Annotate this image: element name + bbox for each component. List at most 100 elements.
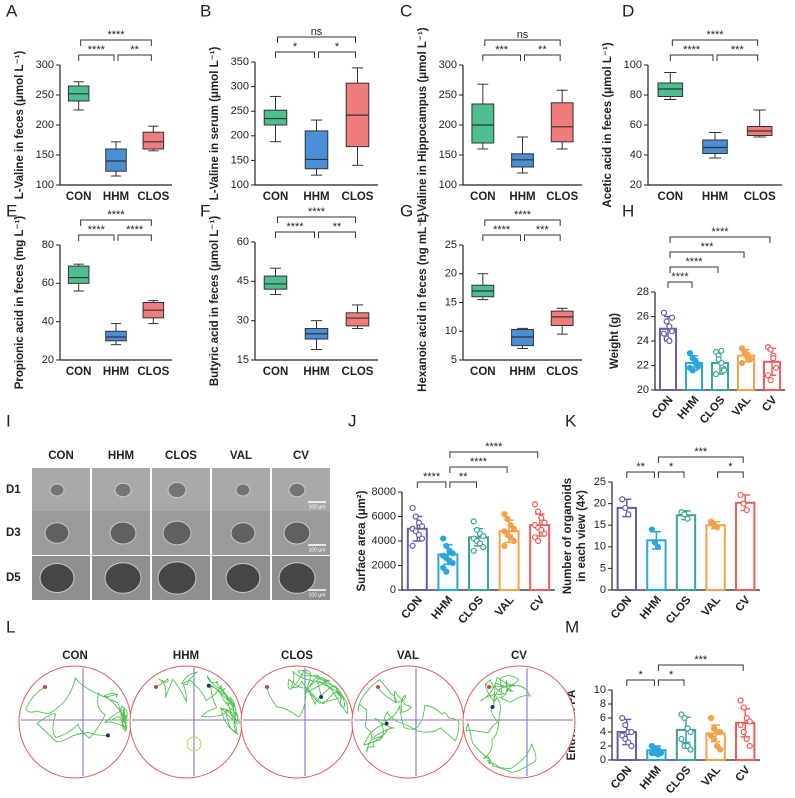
arena-label: CON — [62, 650, 88, 662]
y-tick-label: 150 — [231, 154, 249, 166]
significance-label: ns — [311, 26, 323, 38]
box — [511, 153, 534, 168]
data-point — [743, 506, 750, 514]
data-point — [737, 491, 744, 499]
y-tick-label: 22 — [637, 359, 649, 371]
y-axis-label: L-Valine in serum (μmol L⁻¹) — [209, 46, 221, 200]
box — [105, 148, 127, 172]
significance-label: * — [638, 669, 643, 681]
start-point — [376, 685, 380, 689]
data-point — [443, 542, 450, 550]
data-point — [648, 526, 655, 533]
y-tick-label: 40 — [630, 149, 642, 161]
y-tick-label: 150 — [36, 149, 54, 161]
data-point — [510, 537, 517, 545]
significance-label: **** — [514, 209, 532, 221]
y-tick-label: 0 — [600, 584, 606, 596]
y-axis-label: L-Valine in feces (μmol L⁻¹) — [14, 51, 26, 200]
x-tick-label: VAL — [700, 764, 723, 789]
end-point — [319, 694, 324, 699]
data-point — [692, 357, 699, 364]
x-tick-label: CON — [650, 394, 676, 421]
y-tick-label: 10 — [594, 541, 606, 553]
y-tick-label: 25 — [445, 239, 457, 251]
data-point — [687, 728, 694, 736]
y-tick-label: 100 — [439, 179, 457, 191]
data-point — [718, 347, 725, 354]
y-tick-label: 300 — [231, 81, 249, 93]
data-point — [470, 518, 477, 525]
column-label: CV — [293, 450, 309, 462]
data-point — [707, 714, 715, 722]
x-tick-label: CON — [470, 366, 496, 378]
data-point — [681, 511, 688, 518]
significance-bracket — [416, 481, 447, 488]
significance-bracket — [80, 219, 152, 226]
y-tick-label: 15 — [445, 296, 457, 308]
significance-label: *** — [694, 446, 708, 458]
y-tick-label: 300 — [439, 59, 457, 71]
significance-label: **** — [423, 471, 441, 483]
data-point — [449, 550, 456, 557]
box — [105, 330, 127, 342]
panel-letter: J — [348, 411, 357, 430]
significance-bracket — [669, 54, 714, 61]
data-point — [418, 523, 426, 530]
data-point — [740, 704, 747, 711]
x-tick-label: HHM — [638, 764, 664, 792]
significance-label: **** — [706, 29, 724, 41]
significance-bracket — [484, 219, 561, 226]
data-point — [660, 309, 668, 316]
x-tick-label: CV — [733, 764, 753, 784]
data-point — [531, 501, 539, 508]
y-tick-label: 100 — [231, 179, 249, 191]
significance-bracket — [80, 39, 152, 46]
x-tick-label: HHM — [103, 191, 129, 203]
y-tick-label: 0 — [600, 754, 606, 766]
x-tick-label: CON — [263, 366, 289, 378]
data-point — [740, 728, 747, 736]
organoid — [109, 521, 137, 545]
significance-bracket — [657, 679, 685, 686]
data-point — [651, 539, 658, 546]
data-point — [538, 514, 545, 521]
data-point — [619, 496, 626, 503]
significance-bracket — [318, 231, 356, 238]
data-point — [746, 356, 754, 363]
arena — [462, 665, 576, 779]
panel-letter: G — [400, 201, 413, 220]
track — [155, 671, 241, 735]
organoid — [278, 562, 316, 594]
x-tick-label: CLOS — [137, 191, 169, 203]
data-point — [687, 746, 694, 753]
x-tick-label: CON — [609, 594, 635, 621]
significance-bracket — [667, 281, 693, 288]
organoid — [288, 482, 306, 498]
organoid — [114, 482, 132, 498]
significance-bracket — [318, 51, 356, 58]
x-tick-label: CON — [66, 366, 92, 378]
y-axis-label: Hexanoic acid in feces (ng mL⁻¹) — [417, 213, 429, 392]
data-point — [654, 543, 662, 550]
data-point — [746, 742, 753, 750]
significance-bracket — [669, 251, 745, 258]
end-point — [206, 683, 211, 688]
track — [25, 676, 128, 743]
significance-bracket — [277, 216, 356, 223]
x-tick-label: CON — [263, 191, 289, 203]
box — [304, 130, 329, 170]
data-point — [668, 314, 676, 321]
data-point — [666, 337, 673, 345]
data-point — [504, 515, 511, 523]
data-point — [767, 346, 774, 353]
y-axis-label: Acetic acid in feces (μmol L⁻¹) — [602, 42, 614, 207]
scale-bar-label: 100 μm — [309, 592, 326, 598]
organoid — [39, 563, 75, 593]
y-tick-label: 20 — [42, 354, 54, 366]
significance-label: ** — [636, 461, 645, 473]
significance-label: ns — [517, 29, 529, 41]
organoid — [44, 522, 70, 544]
y-tick-label: 350 — [231, 56, 249, 68]
organoid — [167, 481, 187, 499]
significance-label: ** — [459, 471, 468, 483]
